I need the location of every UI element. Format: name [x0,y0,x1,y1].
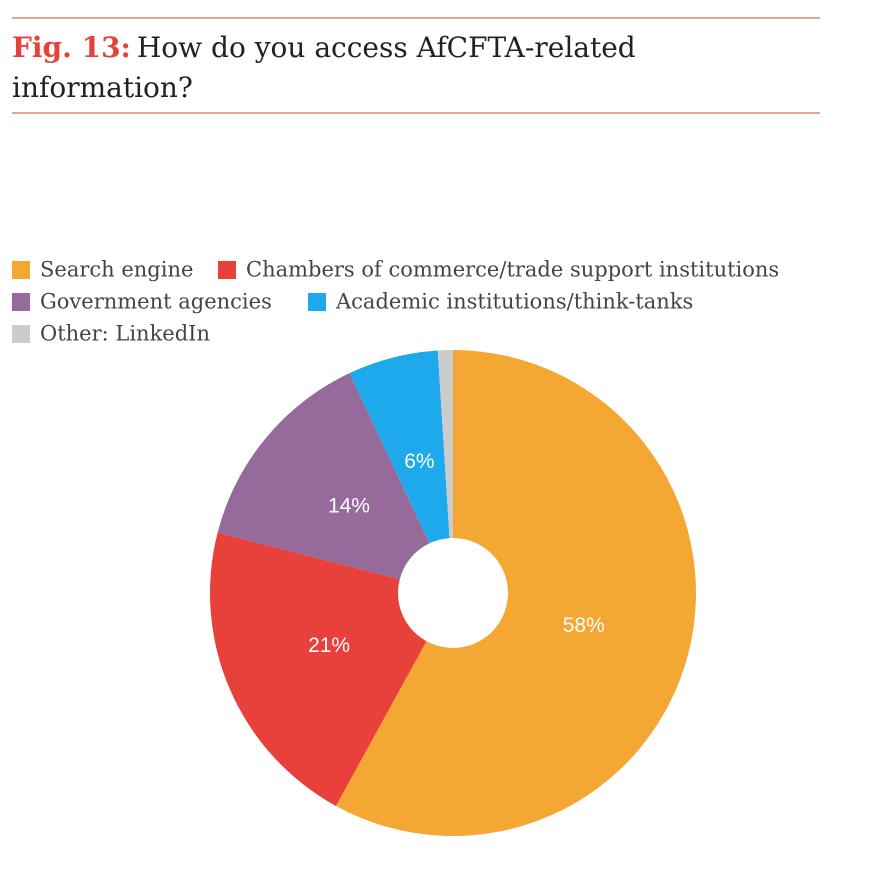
legend-swatch [218,261,236,279]
figure-label: Fig. 13: [12,31,131,64]
legend-swatch [12,261,30,279]
donut-segment [437,350,453,539]
donut-segment [210,532,427,806]
legend-swatch [308,293,326,311]
legend-label: Other: LinkedIn [40,322,210,346]
data-label: 21% [308,634,350,657]
legend-swatch [12,325,30,343]
donut-segment [335,350,697,836]
legend-label: Chambers of commerce/trade support insti… [246,258,779,282]
legend-swatch [12,293,30,311]
header: Fig. 13: How do you access AfCFTA-related… [12,28,692,108]
donut-segment [349,350,450,544]
donut-segment [217,373,430,580]
legend-label: Search engine [40,258,193,282]
data-label: 58% [563,614,605,637]
data-label: 6% [404,450,434,473]
legend-label: Government agencies [40,290,272,314]
legend-label: Academic institutions/think-tanks [335,290,693,314]
chart-title: How do you access AfCFTA-related informa… [12,31,636,104]
data-label: 14% [328,494,370,517]
